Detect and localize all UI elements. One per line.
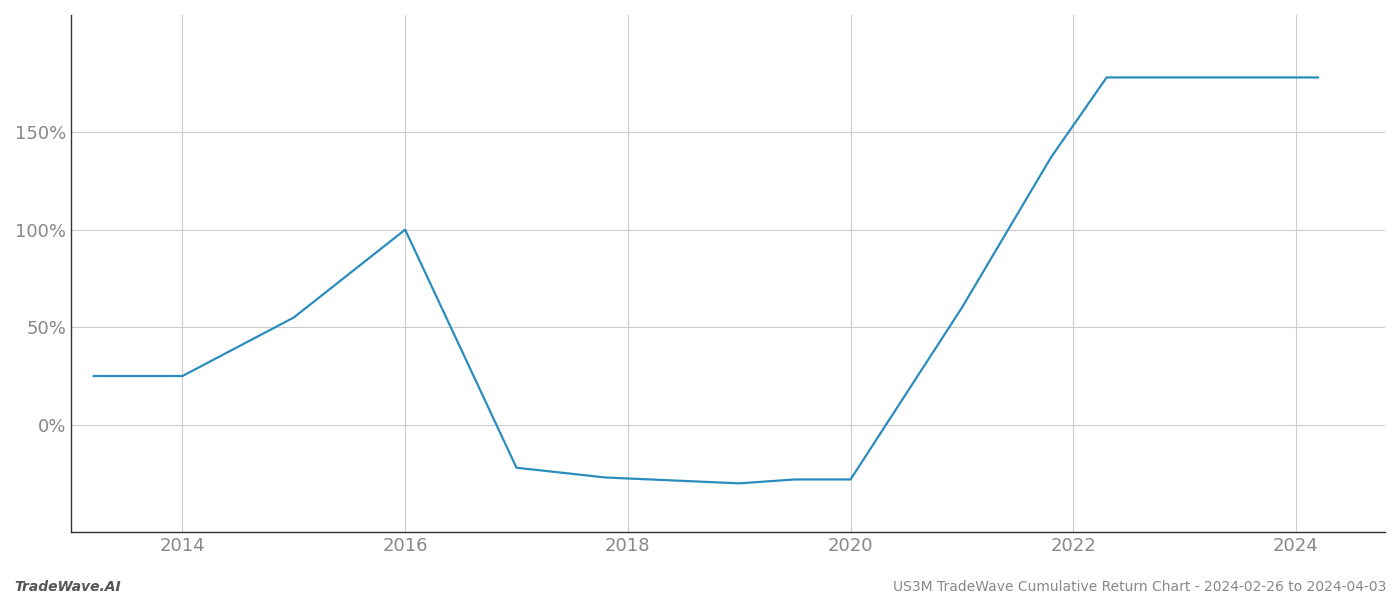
- Text: TradeWave.AI: TradeWave.AI: [14, 580, 120, 594]
- Text: US3M TradeWave Cumulative Return Chart - 2024-02-26 to 2024-04-03: US3M TradeWave Cumulative Return Chart -…: [893, 580, 1386, 594]
